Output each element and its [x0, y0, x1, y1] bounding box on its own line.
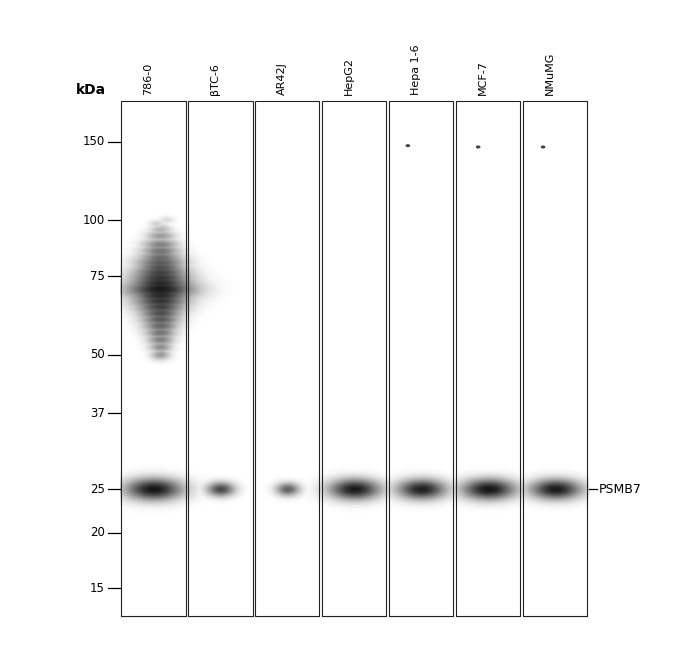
Bar: [523, 101, 587, 616]
Text: kDa: kDa: [75, 83, 106, 96]
Text: Hepa 1-6: Hepa 1-6: [411, 44, 421, 95]
Bar: [255, 101, 320, 616]
Bar: [322, 101, 386, 616]
Bar: [322, 101, 386, 616]
Bar: [121, 101, 186, 616]
Text: 150: 150: [83, 135, 105, 148]
Text: NMuMG: NMuMG: [545, 51, 555, 95]
Text: 100: 100: [83, 214, 105, 227]
Text: 15: 15: [90, 582, 105, 595]
Text: 75: 75: [90, 270, 105, 283]
Text: 50: 50: [90, 348, 105, 361]
Text: 25: 25: [90, 482, 105, 496]
Text: MCF-7: MCF-7: [478, 60, 488, 95]
Bar: [255, 101, 320, 616]
Bar: [389, 101, 453, 616]
Ellipse shape: [405, 144, 410, 147]
Text: 20: 20: [90, 526, 105, 539]
Bar: [456, 101, 520, 616]
Ellipse shape: [541, 145, 545, 149]
Text: PSMB7: PSMB7: [599, 482, 642, 496]
Text: βTC-6: βTC-6: [211, 63, 220, 95]
Ellipse shape: [476, 145, 480, 149]
Text: 786-0: 786-0: [143, 63, 154, 95]
Bar: [389, 101, 453, 616]
Bar: [121, 101, 186, 616]
Bar: [189, 101, 252, 616]
Text: AR42J: AR42J: [277, 62, 287, 95]
Text: HepG2: HepG2: [344, 57, 354, 95]
Bar: [523, 101, 587, 616]
Text: 37: 37: [90, 407, 105, 420]
Bar: [189, 101, 252, 616]
Bar: [456, 101, 520, 616]
